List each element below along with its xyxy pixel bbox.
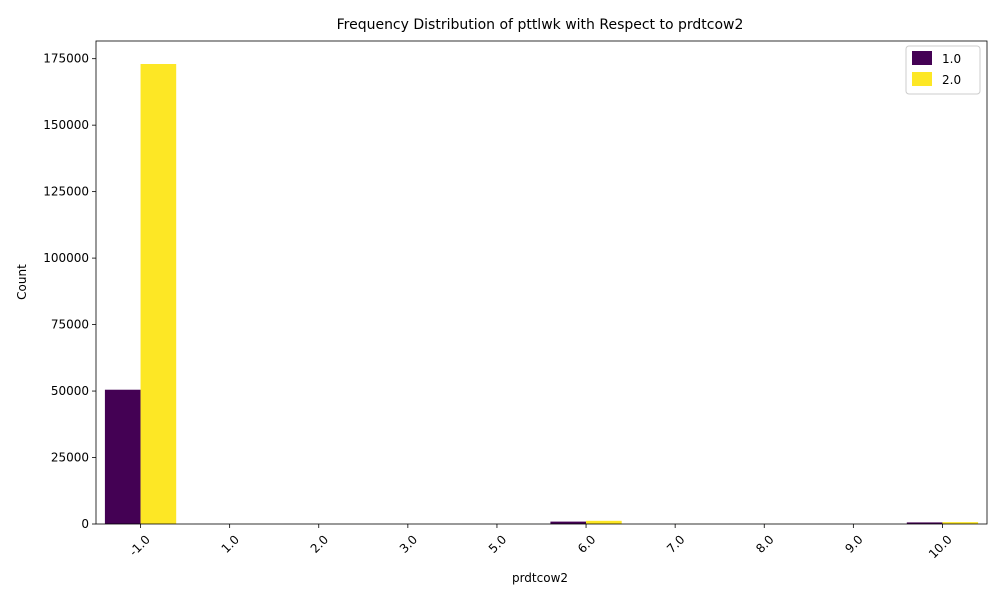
bar-1.0-10.0 <box>906 522 943 524</box>
y-tick-label: 25000 <box>51 451 89 465</box>
y-axis: 0 25000 50000 75000 100000 125000 150000 175000 <box>43 52 96 531</box>
y-tick-label: 150000 <box>43 118 89 132</box>
plot-frame <box>95 40 988 525</box>
y-axis-label: Count <box>15 264 29 300</box>
legend: 1.0 2.0 <box>905 45 981 95</box>
y-tick-label: 175000 <box>43 52 89 66</box>
chart-title: Frequency Distribution of pttlwk with Re… <box>337 17 744 33</box>
bar-2.0--1.0 <box>140 64 177 524</box>
bar-2.0-10.0 <box>942 522 979 524</box>
bar-2.0-6.0 <box>586 520 622 524</box>
y-tick-label: 125000 <box>43 185 89 199</box>
y-tick-label: 50000 <box>51 384 89 398</box>
y-tick-label: 0 <box>81 517 89 531</box>
legend-label-1.0: 1.0 <box>942 52 961 66</box>
y-tick-label: 75000 <box>51 318 89 332</box>
bars-layer <box>104 64 979 524</box>
bar-1.0--1.0 <box>104 389 141 524</box>
legend-label-2.0: 2.0 <box>942 73 961 87</box>
x-axis-label: prdtcow2 <box>512 571 568 585</box>
legend-swatch-1.0 <box>912 51 932 65</box>
legend-swatch-2.0 <box>912 72 932 86</box>
y-tick-label: 100000 <box>43 251 89 265</box>
bar-1.0-6.0 <box>550 521 587 524</box>
